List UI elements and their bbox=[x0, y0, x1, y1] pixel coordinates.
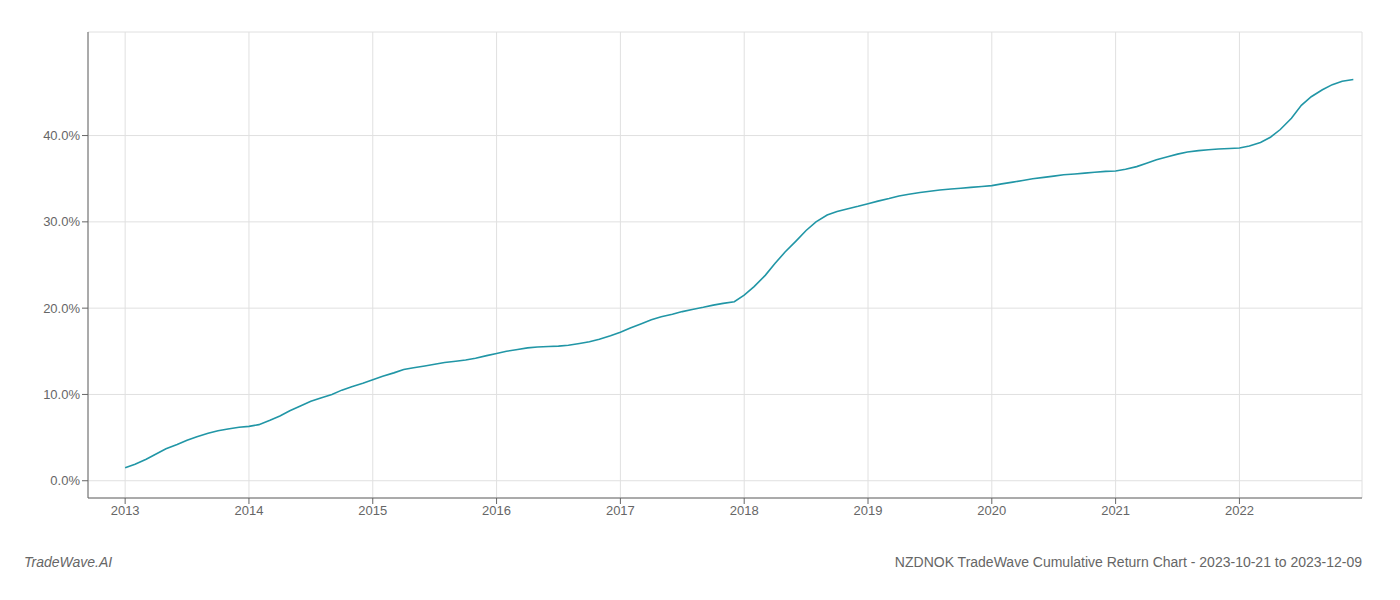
svg-text:2021: 2021 bbox=[1101, 503, 1130, 518]
svg-text:2019: 2019 bbox=[854, 503, 883, 518]
svg-text:2020: 2020 bbox=[977, 503, 1006, 518]
svg-text:10.0%: 10.0% bbox=[43, 387, 80, 402]
svg-text:40.0%: 40.0% bbox=[43, 128, 80, 143]
svg-text:2013: 2013 bbox=[111, 503, 140, 518]
svg-text:2015: 2015 bbox=[358, 503, 387, 518]
svg-text:2017: 2017 bbox=[606, 503, 635, 518]
svg-text:0.0%: 0.0% bbox=[50, 473, 80, 488]
svg-text:30.0%: 30.0% bbox=[43, 214, 80, 229]
svg-text:2016: 2016 bbox=[482, 503, 511, 518]
html-text:NZDNOK TradeWave Cumulative Re: NZDNOK TradeWave Cumulative Return Chart… bbox=[894, 554, 1362, 570]
svg-text:2022: 2022 bbox=[1225, 503, 1254, 518]
svg-text:2014: 2014 bbox=[234, 503, 263, 518]
svg-text:2018: 2018 bbox=[730, 503, 759, 518]
svg-text:20.0%: 20.0% bbox=[43, 301, 80, 316]
html-text:TradeWave.AI: TradeWave.AI bbox=[24, 554, 113, 570]
